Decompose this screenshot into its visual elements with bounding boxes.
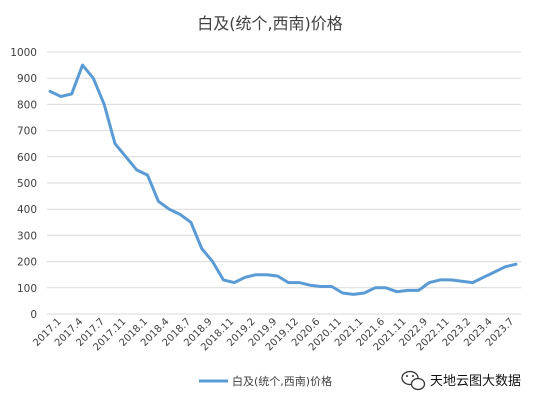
y-tick-label: 200: [17, 257, 37, 269]
y-tick-label: 600: [17, 152, 37, 164]
y-tick-label: 0: [30, 309, 37, 321]
chart-title: 白及(统个,西南)价格: [197, 14, 343, 33]
watermark-text: 天地云图大数据: [430, 374, 521, 389]
y-tick-label: 500: [17, 178, 37, 190]
wechat-icon: [401, 370, 426, 391]
legend: 白及(统个,西南)价格: [199, 374, 332, 388]
y-axis-ticks: 0 100 200 300 400 500 600 700 800 900 1000: [10, 47, 37, 321]
y-tick-label: 700: [17, 126, 37, 138]
y-tick-label: 800: [17, 99, 37, 111]
y-tick-label: 400: [17, 204, 37, 216]
watermark: 天地云图大数据: [401, 370, 521, 391]
series-layer: [48, 63, 518, 296]
legend-label: 白及(统个,西南)价格: [232, 374, 332, 388]
y-tick-label: 100: [17, 283, 37, 295]
y-tick-label: 900: [17, 73, 37, 85]
y-tick-label: 300: [17, 230, 37, 242]
series-line: [48, 63, 518, 296]
x-axis-ticks: 2017.12017.42017.72017.112018.12018.4201…: [31, 316, 516, 353]
gridlines: [47, 51, 521, 315]
y-tick-label: 1000: [10, 47, 37, 59]
